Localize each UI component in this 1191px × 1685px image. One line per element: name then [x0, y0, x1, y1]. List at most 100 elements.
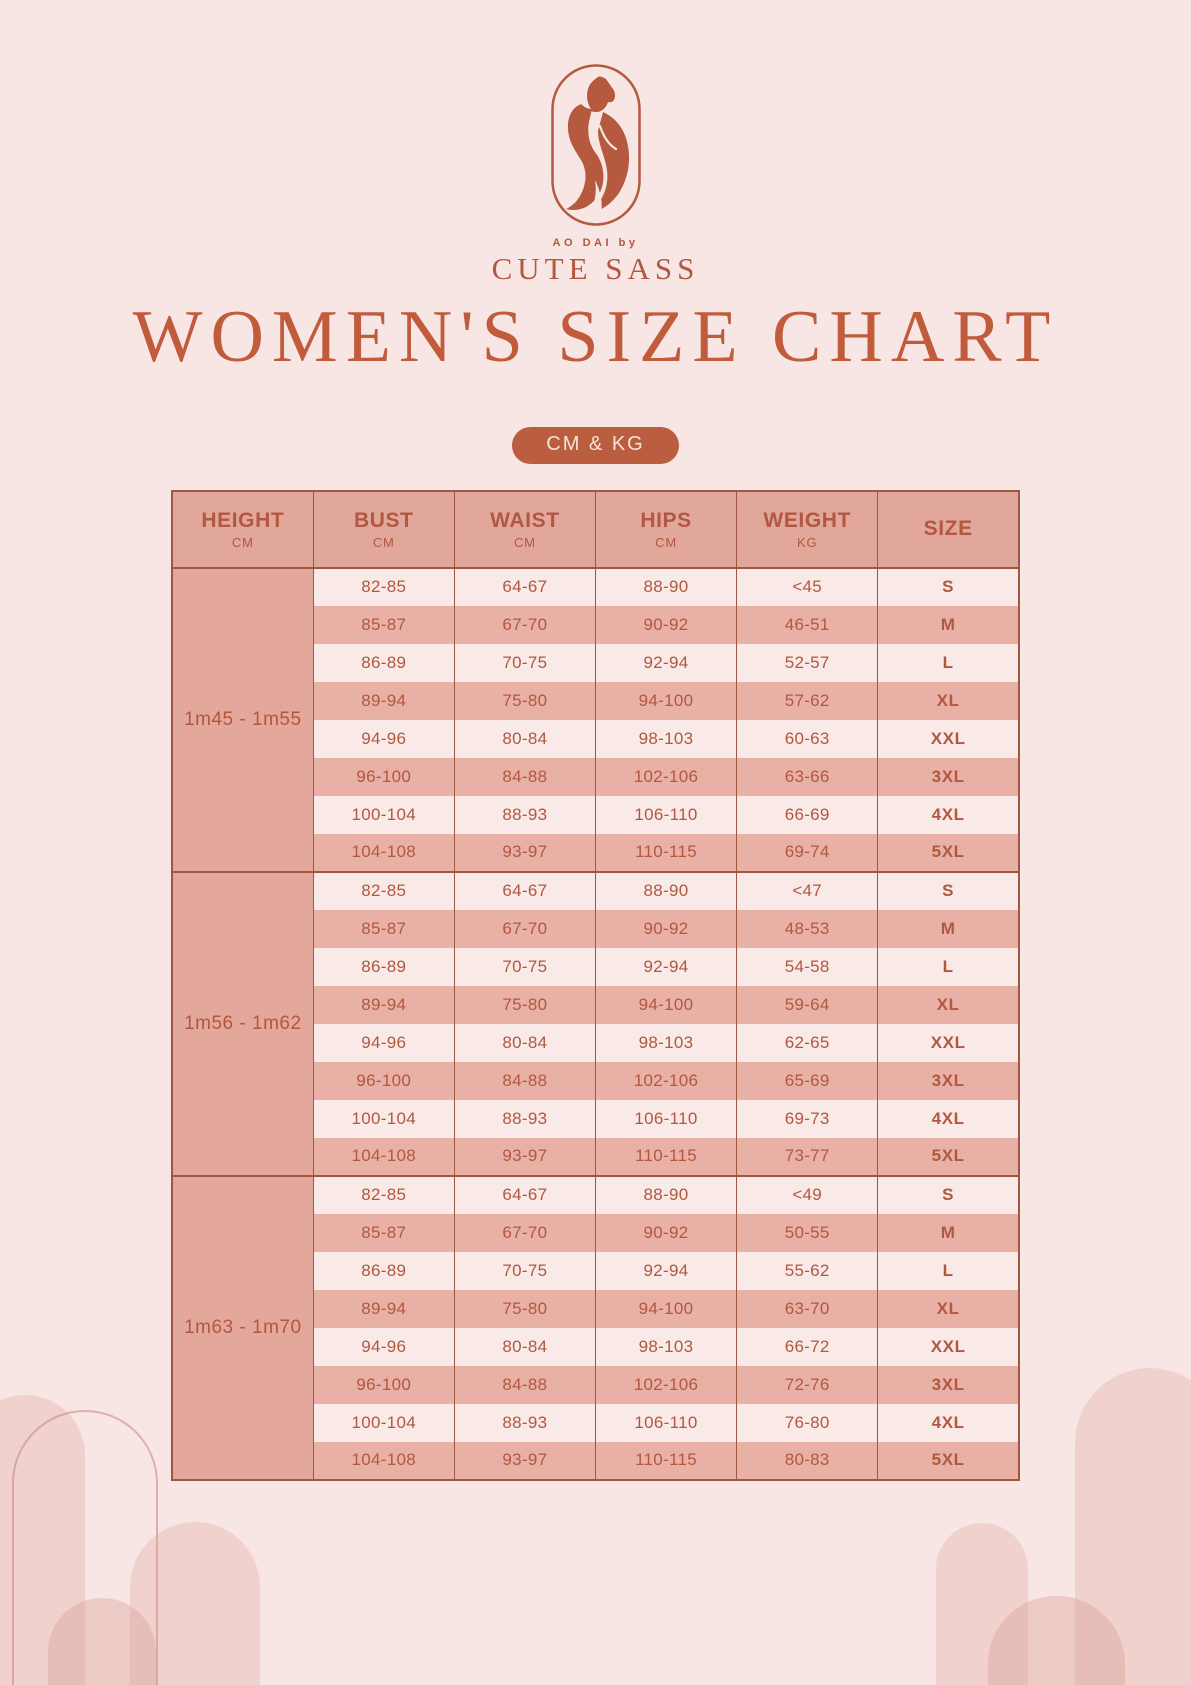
size-cell: 3XL — [877, 757, 1020, 796]
woman-in-ao-dai-icon — [550, 64, 641, 226]
size-cell: S — [877, 870, 1020, 910]
table-row: 89-94 75-80 94-100 63-70 XL — [172, 1289, 1020, 1328]
weight-cell: 76-80 — [736, 1403, 879, 1442]
table-row: 94-96 80-84 98-103 60-63 XXL — [172, 719, 1020, 758]
weight-cell: 46-51 — [736, 605, 879, 644]
waist-cell: 67-70 — [453, 1213, 596, 1252]
waist-cell: 80-84 — [453, 1023, 596, 1062]
size-cell: 4XL — [877, 1099, 1020, 1138]
brand-tagline: AO DAI by — [552, 237, 639, 249]
brand-logo — [550, 64, 642, 226]
weight-cell: 80-83 — [736, 1441, 879, 1480]
arch-decoration — [1075, 1368, 1191, 1685]
column-header-unit: CM — [655, 534, 677, 550]
size-cell: L — [877, 947, 1020, 986]
arch-outline-decoration — [12, 1410, 158, 1685]
waist-cell: 93-97 — [453, 1441, 596, 1480]
size-cell: 4XL — [877, 1403, 1020, 1442]
bust-cell: 96-100 — [312, 757, 455, 796]
weight-cell: 48-53 — [736, 909, 879, 948]
hips-cell: 98-103 — [594, 1327, 738, 1366]
table-row: 1m63 - 1m70 82-85 64-67 88-90 <49 S — [171, 1174, 1020, 1480]
column-header-label: WEIGHT — [763, 508, 851, 532]
column-header-height: HEIGHT CM — [171, 490, 314, 569]
waist-cell: 67-70 — [453, 605, 596, 644]
size-cell: L — [877, 1251, 1020, 1290]
hips-cell: 92-94 — [594, 947, 738, 986]
hips-cell: 102-106 — [594, 757, 738, 796]
column-header-bust: BUST CM — [312, 490, 455, 569]
weight-cell: 57-62 — [736, 681, 879, 720]
waist-cell: 75-80 — [453, 681, 596, 720]
weight-cell: 63-66 — [736, 757, 879, 796]
weight-cell: 73-77 — [736, 1137, 879, 1176]
hips-cell: 90-92 — [594, 1213, 738, 1252]
column-header-label: HEIGHT — [201, 508, 285, 532]
weight-cell: 66-69 — [736, 795, 879, 834]
size-cell: 4XL — [877, 795, 1020, 834]
size-table: HEIGHT CM BUST CM WAIST CM HIPS CM WEIGHT KG SIZE … — [171, 489, 1020, 1481]
bust-cell: 100-104 — [312, 1403, 455, 1442]
size-cell: XL — [877, 985, 1020, 1024]
waist-cell: 64-67 — [453, 870, 596, 910]
table-row: 104-108 93-97 110-115 69-74 5XL — [172, 833, 1020, 872]
height-range-cell: 1m45 - 1m55 — [171, 566, 314, 872]
size-table-head: HEIGHT CM BUST CM WAIST CM HIPS CM WEIGHT KG SIZE — [171, 490, 1020, 569]
column-header-label: BUST — [353, 508, 414, 532]
size-cell: S — [877, 1174, 1020, 1214]
size-cell: XL — [877, 1289, 1020, 1328]
bust-cell: 100-104 — [312, 795, 455, 834]
size-cell: XXL — [877, 1023, 1020, 1062]
weight-cell: 50-55 — [736, 1213, 879, 1252]
table-row: 96-100 84-88 102-106 65-69 3XL — [172, 1061, 1020, 1100]
weight-cell: 54-58 — [736, 947, 879, 986]
column-header-unit: CM — [231, 534, 254, 550]
bust-cell: 82-85 — [312, 1174, 455, 1214]
bust-cell: 82-85 — [312, 566, 455, 606]
waist-cell: 93-97 — [453, 833, 596, 872]
hips-cell: 106-110 — [594, 795, 738, 834]
column-header-label: WAIST — [490, 508, 560, 532]
column-header-label: HIPS — [640, 508, 692, 532]
size-cell: 5XL — [877, 1137, 1020, 1176]
size-table-body: 1m45 - 1m55 82-85 64-67 88-90 <45 S 85-87 67-70… — [171, 566, 1020, 1480]
hips-cell: 88-90 — [594, 1174, 738, 1214]
table-row: 100-104 88-93 106-110 69-73 4XL — [172, 1099, 1020, 1138]
weight-cell: 63-70 — [736, 1289, 879, 1328]
waist-cell: 88-93 — [453, 795, 596, 834]
bust-cell: 82-85 — [312, 870, 455, 910]
weight-cell: 69-74 — [736, 833, 879, 872]
brand-name: CUTE SASS — [491, 251, 700, 286]
weight-cell: 72-76 — [736, 1365, 879, 1404]
weight-cell: 52-57 — [736, 643, 879, 682]
waist-cell: 88-93 — [453, 1099, 596, 1138]
weight-cell: 66-72 — [736, 1327, 879, 1366]
column-header-size: SIZE — [877, 490, 1020, 569]
size-cell: 3XL — [877, 1061, 1020, 1100]
hips-cell: 102-106 — [594, 1061, 738, 1100]
bust-cell: 94-96 — [312, 1023, 455, 1062]
table-row: 100-104 88-93 106-110 66-69 4XL — [172, 795, 1020, 834]
table-row: 1m45 - 1m55 82-85 64-67 88-90 <45 S — [171, 566, 1020, 872]
bust-cell: 96-100 — [312, 1061, 455, 1100]
weight-cell: 60-63 — [736, 719, 879, 758]
waist-cell: 70-75 — [453, 643, 596, 682]
table-row: 94-96 80-84 98-103 66-72 XXL — [172, 1327, 1020, 1366]
column-header-unit: CM — [372, 534, 395, 550]
bust-cell: 104-108 — [312, 1137, 455, 1176]
hips-cell: 98-103 — [594, 1023, 738, 1062]
column-header-hips: HIPS CM — [594, 490, 738, 569]
bust-cell: 100-104 — [312, 1099, 455, 1138]
weight-cell: 59-64 — [736, 985, 879, 1024]
table-row: 96-100 84-88 102-106 72-76 3XL — [172, 1365, 1020, 1404]
arch-decoration — [936, 1523, 1028, 1685]
waist-cell: 84-88 — [453, 757, 596, 796]
waist-cell: 64-67 — [453, 1174, 596, 1214]
size-cell: M — [877, 909, 1020, 948]
column-header-waist: WAIST CM — [453, 490, 596, 569]
table-row: 104-108 93-97 110-115 73-77 5XL — [172, 1137, 1020, 1176]
size-cell: 5XL — [877, 833, 1020, 872]
table-row: 86-89 70-75 92-94 52-57 L — [172, 643, 1020, 682]
table-row: 1m56 - 1m62 82-85 64-67 88-90 <47 S — [171, 870, 1020, 1176]
table-header-row: HEIGHT CM BUST CM WAIST CM HIPS CM WEIGHT KG SIZE — [171, 490, 1020, 569]
